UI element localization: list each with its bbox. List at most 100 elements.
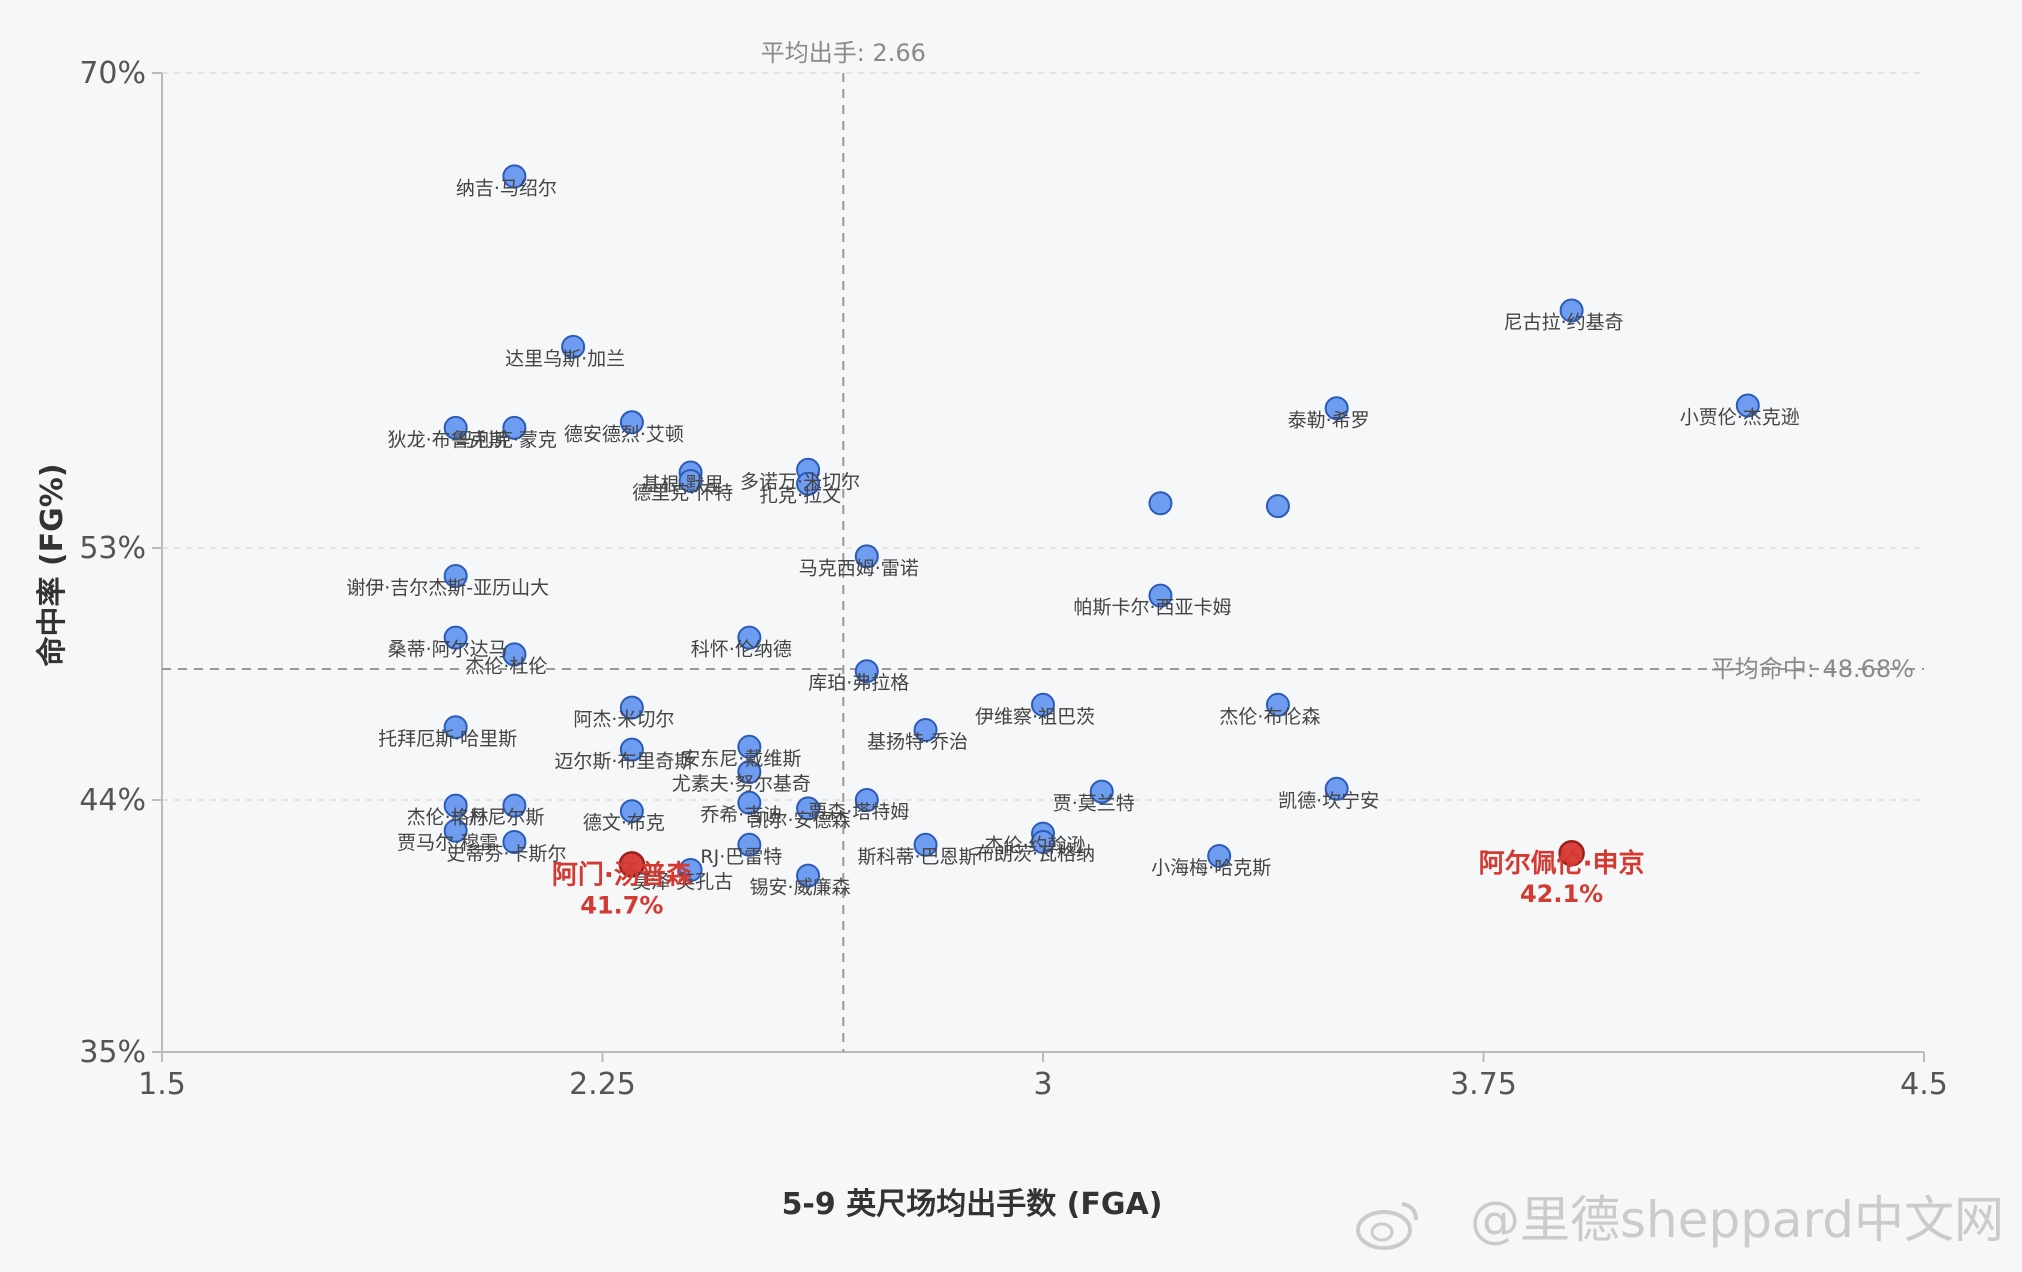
point-label: 尤素夫·努尔基奇 bbox=[672, 773, 811, 795]
data-point bbox=[1265, 494, 1290, 519]
point-label: 泰勒·希罗 bbox=[1288, 409, 1370, 431]
x-axis-label: 5-9 英尺场均出手数 (FGA) bbox=[782, 1187, 1163, 1222]
watermark: @里德sheppard中文网 bbox=[1469, 1191, 2004, 1249]
data-point bbox=[796, 863, 821, 888]
data-point bbox=[1148, 491, 1173, 516]
y-tick-label: 35% bbox=[79, 1035, 146, 1070]
point-label: 杰伦·约翰逊 bbox=[984, 835, 1085, 857]
point-label: 史蒂芬·卡斯尔 bbox=[446, 843, 566, 865]
point-label: 锡安·威廉森 bbox=[750, 877, 851, 899]
point-label: 帕斯卡尔·西亚卡姆 bbox=[1073, 597, 1231, 619]
point-label: 杰伦·杜伦 bbox=[465, 655, 547, 677]
average-x-label: 平均出手: 2.66 bbox=[761, 39, 926, 67]
point-label: 多诺万·米切尔 bbox=[740, 471, 860, 493]
y-tick-label: 53% bbox=[79, 531, 146, 566]
point-label: 凯尔·安德森 bbox=[750, 809, 851, 831]
point-label: 德安德烈·艾顿 bbox=[564, 423, 684, 445]
point-label: 谢伊·吉尔杰斯-亚历山大 bbox=[346, 577, 549, 599]
data-point bbox=[443, 793, 468, 818]
highlight-point-value: 42.1% bbox=[1520, 880, 1603, 908]
data-point bbox=[502, 642, 527, 667]
data-point bbox=[913, 718, 938, 742]
data-point bbox=[443, 715, 468, 740]
x-tick-label: 3.75 bbox=[1450, 1067, 1517, 1102]
data-point bbox=[737, 625, 762, 650]
tick-labels: 35% 44% 53% 70% 1.5 2.25 3 3.75 4.5 bbox=[79, 56, 1948, 1102]
point-label: 德文·布克 bbox=[583, 812, 665, 834]
point-label: 基根·默里 bbox=[642, 474, 724, 496]
highlight-point-label: 阿门·汤普森 bbox=[552, 859, 693, 890]
data-point bbox=[737, 832, 762, 857]
point-label: 德里克·怀特 bbox=[632, 482, 733, 504]
point-label: 达里乌斯·加兰 bbox=[505, 348, 625, 370]
data-point bbox=[561, 334, 586, 359]
data-point bbox=[796, 471, 821, 496]
data-point bbox=[678, 468, 703, 493]
data-point bbox=[1735, 393, 1760, 418]
data-point bbox=[1324, 776, 1349, 801]
x-tick-label: 3 bbox=[1033, 1067, 1052, 1102]
point-label: 科怀·伦纳德 bbox=[691, 639, 792, 661]
data-point bbox=[854, 788, 879, 812]
data-point bbox=[1031, 830, 1055, 854]
data-point bbox=[443, 564, 468, 588]
point-label: 小贾伦·杰克逊 bbox=[1680, 407, 1800, 429]
data-point bbox=[502, 415, 527, 440]
point-label: 贾·莫兰特 bbox=[1053, 793, 1135, 815]
point-label: 斯科蒂·巴恩斯 bbox=[858, 846, 978, 868]
point-label: 乔希·吉迪 bbox=[700, 804, 782, 826]
data-point bbox=[443, 415, 468, 440]
data-point bbox=[1148, 583, 1173, 608]
point-label: 纳吉·马绍尔 bbox=[456, 177, 557, 199]
point-label: 迈尔斯·布里奇斯 bbox=[554, 751, 693, 773]
data-point bbox=[502, 793, 527, 818]
point-label: RJ·巴雷特 bbox=[700, 846, 782, 868]
data-point bbox=[1031, 692, 1055, 717]
data-point bbox=[678, 858, 703, 882]
data-point bbox=[1324, 396, 1349, 421]
data-point bbox=[796, 796, 821, 821]
point-label: 马克西姆·雷诺 bbox=[799, 557, 919, 579]
data-point bbox=[443, 818, 468, 843]
data-point bbox=[854, 659, 879, 684]
data-point bbox=[737, 734, 762, 759]
data-point bbox=[1089, 779, 1114, 804]
data-point bbox=[502, 164, 527, 189]
average-lines: 平均出手: 2.66 平均命中: 48.68% bbox=[162, 39, 1924, 1052]
data-point bbox=[443, 625, 468, 650]
data-point bbox=[619, 410, 644, 435]
data-points bbox=[443, 164, 1760, 888]
data-point bbox=[619, 737, 644, 762]
data-point bbox=[854, 544, 879, 569]
grid-lines bbox=[162, 72, 1924, 1053]
highlight-point-value: 41.7% bbox=[580, 891, 663, 919]
y-axis-label: 命中率 (FG%) bbox=[35, 463, 70, 666]
x-tick-label: 2.25 bbox=[569, 1067, 636, 1102]
point-label: 伊维察·祖巴茨 bbox=[975, 706, 1095, 728]
point-label: 马利克·蒙克 bbox=[456, 429, 557, 451]
data-point bbox=[1265, 692, 1290, 717]
y-tick-label: 44% bbox=[79, 783, 146, 818]
point-label: 杰伦·布伦森 bbox=[1219, 706, 1320, 728]
highlight-point bbox=[1558, 839, 1585, 867]
average-y-label: 平均命中: 48.68% bbox=[1711, 655, 1914, 683]
point-label: 扎克·拉文 bbox=[759, 485, 841, 507]
point-label: 布朗茨·瓦格纳 bbox=[975, 843, 1095, 865]
point-label: 贾马尔·穆雷 bbox=[397, 832, 498, 854]
point-label: 尼古拉·约基奇 bbox=[1504, 312, 1624, 334]
highlight-point-label: 阿尔佩伦·申京 bbox=[1479, 848, 1645, 879]
point-label: 丹尼尔斯 bbox=[468, 807, 544, 829]
point-label: 库珀·弗拉格 bbox=[808, 672, 909, 694]
y-tick-label: 70% bbox=[79, 56, 146, 91]
data-point bbox=[619, 799, 644, 824]
data-point bbox=[502, 830, 527, 854]
point-label: 狄龙·布鲁克斯 bbox=[388, 429, 508, 451]
axes bbox=[152, 72, 1925, 1062]
weibo-logo-icon bbox=[1356, 1202, 1418, 1250]
point-label: 贾森·塔特姆 bbox=[808, 801, 909, 823]
point-label: 安东尼·戴维斯 bbox=[681, 748, 801, 770]
point-label: 桑蒂·阿尔达马 bbox=[388, 639, 508, 661]
data-point bbox=[1559, 298, 1584, 323]
